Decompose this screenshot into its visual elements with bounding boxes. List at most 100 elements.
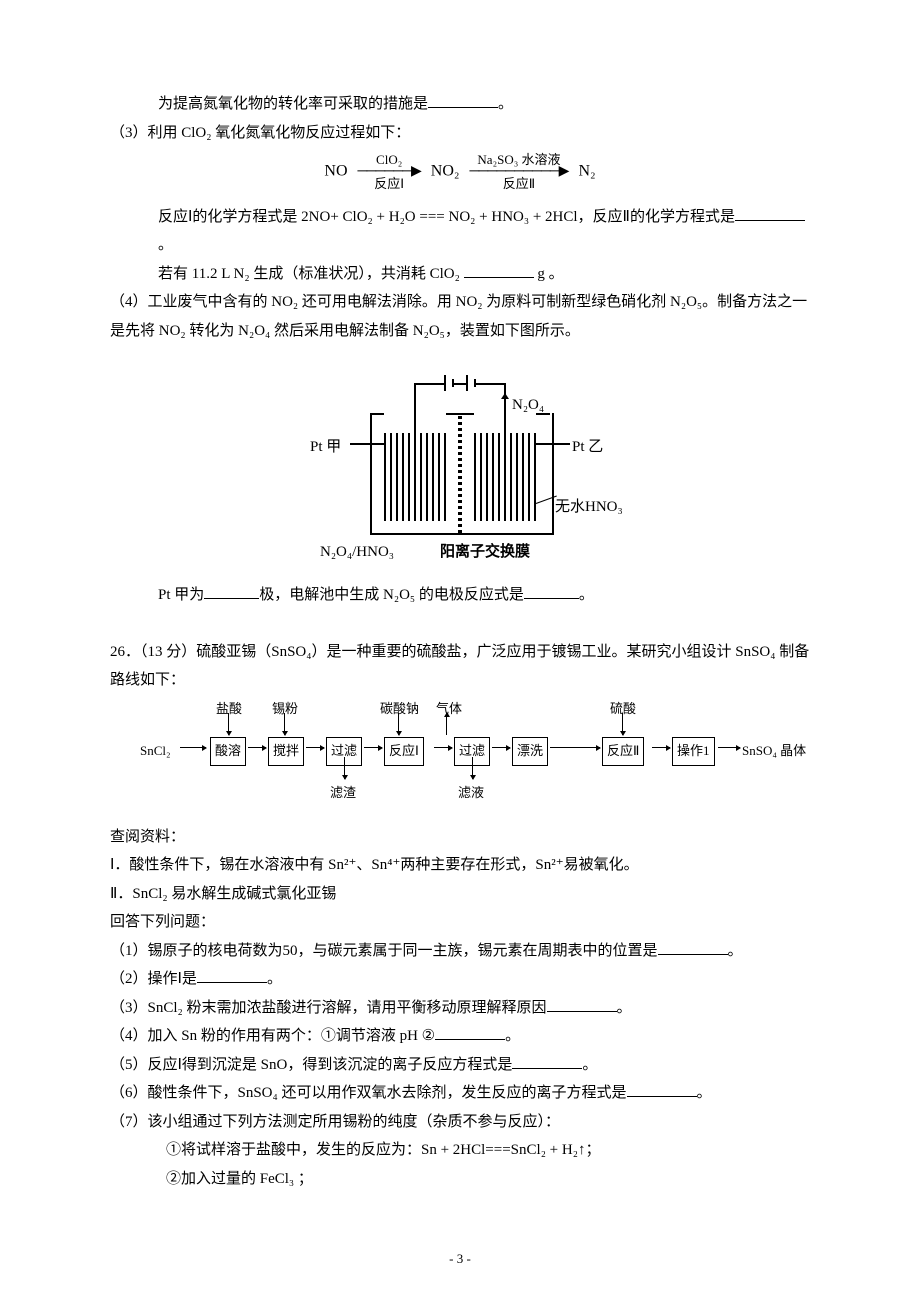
- wire: [414, 383, 416, 433]
- battery-plate-long: [444, 375, 446, 391]
- q26-q7: （7）该小组通过下列方法测定所用锡粉的纯度（杂质不参与反应）：: [110, 1108, 810, 1137]
- p5: 。: [582, 1057, 597, 1073]
- flow-top3: 碳酸钠: [380, 697, 419, 722]
- rxn-end: N₂: [578, 163, 595, 180]
- page-number: - 3 -: [0, 1247, 920, 1272]
- battery-plate-short: [474, 379, 476, 387]
- flow-arrow: [434, 747, 452, 748]
- q26-q6-text: （6）酸性条件下，SnSO₄ 还可以用作双氧水去除剂，发生反应的离子方程式是: [110, 1085, 627, 1101]
- pt-right-label: Pt 乙: [572, 433, 603, 462]
- flow-arrow: [550, 747, 600, 748]
- q25-part4: （4）工业废气中含有的 NO₂ 还可用电解法消除。用 NO₂ 为原料可制新型绿色…: [110, 288, 810, 345]
- ion-membrane: [458, 413, 462, 533]
- flow-arrow: [248, 747, 266, 748]
- q26-q3: （3）SnCl₂ 粉末需加浓盐酸进行溶解，请用平衡移动原理解释原因 。: [110, 994, 810, 1023]
- rxn-mid: NO₂: [431, 163, 460, 180]
- q25-p4-tail: Pt 甲为极，电解池中生成 N₂O₅ 的电极反应式是。: [110, 581, 810, 610]
- reaction-scheme: NO ClO₂ ──────▶ 反应Ⅰ NO₂ Na₂SO₃ 水溶液 ─────…: [110, 153, 810, 191]
- flow-box1: 酸溶: [210, 737, 246, 766]
- p6: 。: [697, 1085, 712, 1101]
- left-solution-label: N₂O₄/HNO₃: [320, 538, 394, 567]
- q26-q5-text: （5）反应Ⅰ得到沉淀是 SnO，得到该沉淀的离子反应方程式是: [110, 1057, 512, 1073]
- gas-arrow: [504, 397, 506, 415]
- arrow-up-icon: [501, 393, 509, 399]
- period-eq: 。: [158, 237, 173, 253]
- flow-arrow: [652, 747, 670, 748]
- q26-q2: （2）操作Ⅰ是 。: [110, 965, 810, 994]
- wire: [452, 383, 466, 385]
- flow-bot1: 滤渣: [330, 781, 356, 806]
- q26-answer-head: 回答下列问题：: [110, 908, 810, 937]
- q25-measure-line: 为提高氮氧化物的转化率可采取的措施是 。: [110, 90, 810, 119]
- wire: [414, 383, 444, 385]
- q26-q1-text: （1）锡原子的核电荷数为50，与碳元素属于同一主族，锡元素在周期表中的位置是: [110, 943, 658, 959]
- cell-lip: [460, 413, 474, 415]
- flow-varrow: [398, 713, 399, 735]
- rxn-arrow2: Na₂SO₃ 水溶液 ──────────▶ 反应Ⅱ: [469, 153, 568, 191]
- flow-varrow: [344, 757, 345, 779]
- q25-p4-text: （4）工业废气中含有的 NO₂ 还可用电解法消除。用 NO₂ 为原料可制新型绿色…: [110, 294, 807, 339]
- q26-q3-text: （3）SnCl₂ 粉末需加浓盐酸进行溶解，请用平衡移动原理解释原因: [110, 1000, 547, 1016]
- blank-measure: [428, 92, 498, 108]
- q26-info2: Ⅱ．SnCl₂ 易水解生成碱式氯化亚锡: [110, 880, 810, 909]
- rxn-arrow1: ClO₂ ──────▶ 反应Ⅰ: [358, 153, 421, 191]
- measure-text: 为提高氮氧化物的转化率可采取的措施是: [158, 96, 428, 112]
- right-solution: [474, 433, 536, 521]
- flow-bot2: 滤液: [458, 781, 484, 806]
- blank-eq2: [735, 205, 805, 221]
- membrane-label: 阳离子交换膜: [440, 538, 530, 567]
- blank-q4: [435, 1024, 505, 1040]
- p3: 。: [617, 1000, 632, 1016]
- q26-q1: （1）锡原子的核电荷数为50，与碳元素属于同一主族，锡元素在周期表中的位置是 。: [110, 937, 810, 966]
- cell-lip: [370, 413, 384, 415]
- flowchart: 盐酸 锡粉 碳酸钠 气体 硫酸 SnCl₂ 酸溶 搅拌 过滤 反应Ⅰ 过滤 漂洗…: [140, 697, 840, 817]
- q26-info1: Ⅰ．酸性条件下，锡在水溶液中有 Sn²⁺、Sn⁴⁺两种主要存在形式，Sn²⁺易被…: [110, 851, 810, 880]
- flow-varrow: [284, 713, 285, 735]
- rxn-start: NO: [324, 163, 347, 180]
- flow-arrow: [718, 747, 740, 748]
- q25-mass-pre: 若有 11.2 L N₂ 生成（标准状况），共消耗 ClO₂: [158, 266, 464, 282]
- flow-varrow: [446, 713, 447, 735]
- blank-q1: [658, 939, 728, 955]
- p4end: 。: [579, 587, 594, 603]
- q26-q5: （5）反应Ⅰ得到沉淀是 SnO，得到该沉淀的离子反应方程式是 。: [110, 1051, 810, 1080]
- q26-q4: （4）加入 Sn 粉的作用有两个：①调节溶液 pH ②。: [110, 1022, 810, 1051]
- p1: 。: [728, 943, 743, 959]
- flow-arrow: [180, 747, 206, 748]
- wire: [350, 443, 384, 445]
- wire: [476, 383, 506, 385]
- q26-q2-text: （2）操作Ⅰ是: [110, 971, 197, 987]
- pt-left-label: Pt 甲: [310, 433, 341, 462]
- q26-q7-s1: ①将试样溶于盐酸中，发生的反应为：Sn + 2HCl===SnCl₂ + H₂↑…: [110, 1136, 810, 1165]
- q25-eq-line: 反应Ⅰ的化学方程式是 2NO+ ClO₂ + H₂O === NO₂ + HNO…: [110, 203, 810, 260]
- electrolysis-diagram: Pt 甲 Pt 乙 N₂O₄ 无水HNO₃ N₂O₄/HNO₃ 阳离子交换膜: [280, 353, 640, 563]
- q25-mass-line: 若有 11.2 L N₂ 生成（标准状况），共消耗 ClO₂ g 。: [110, 260, 810, 289]
- q26-title: 26．（13 分）硫酸亚锡（SnSO₄）是一种重要的硫酸盐，广泛应用于镀锡工业。…: [110, 638, 810, 695]
- q25-p3-text: （3）利用 ClO₂ 氧化氮氧化物反应过程如下：: [110, 125, 410, 141]
- blank-electrode-eq: [524, 583, 579, 599]
- flow-varrow: [622, 713, 623, 735]
- rxn-arrow1-bot: 反应Ⅰ: [374, 177, 404, 191]
- q26-info-head: 查阅资料：: [110, 823, 810, 852]
- exam-page: 为提高氮氧化物的转化率可采取的措施是。 （3）利用 ClO₂ 氧化氮氧化物反应过…: [0, 0, 920, 1302]
- flow-out: SnSO₄ 晶体: [742, 739, 806, 764]
- blank-pole: [204, 583, 259, 599]
- q25-mass-tail: g 。: [534, 266, 564, 282]
- p4b: 极，电解池中生成 N₂O₅ 的电极反应式是: [259, 587, 524, 603]
- q25-part3: （3）利用 ClO₂ 氧化氮氧化物反应过程如下：: [110, 119, 810, 148]
- q25-eq-pre: 反应Ⅰ的化学方程式是 2NO+ ClO₂ + H₂O === NO₂ + HNO…: [158, 209, 735, 225]
- flow-arrow: [492, 747, 510, 748]
- q26-q4-text: （4）加入 Sn 粉的作用有两个：①调节溶液 pH ②: [110, 1028, 435, 1044]
- flow-box7: 反应Ⅱ: [602, 737, 644, 766]
- flow-start: SnCl₂: [140, 739, 171, 764]
- flow-top5: 硫酸: [610, 697, 636, 722]
- blank-q6: [627, 1081, 697, 1097]
- p2: 。: [267, 971, 282, 987]
- flow-box4: 反应Ⅰ: [384, 737, 424, 766]
- period: 。: [498, 96, 513, 112]
- flow-top1: 盐酸: [216, 697, 242, 722]
- blank-q2: [197, 967, 267, 983]
- battery-plate-long: [466, 375, 468, 391]
- flow-varrow: [472, 757, 473, 779]
- flow-varrow: [228, 713, 229, 735]
